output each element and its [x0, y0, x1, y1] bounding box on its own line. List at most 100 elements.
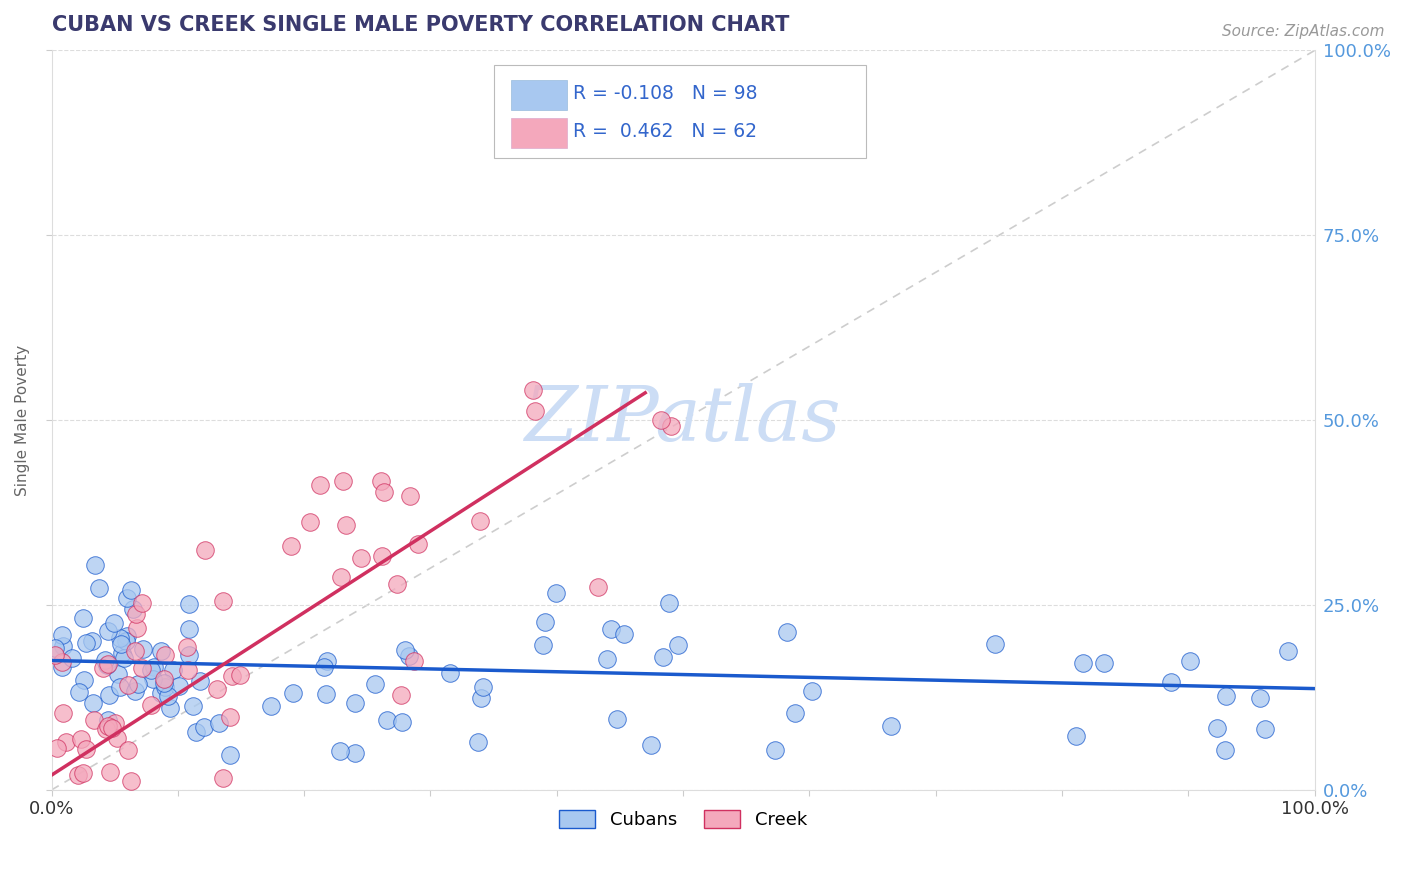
Point	[117, 591, 139, 606]
Point	[399, 489, 422, 503]
Point	[349, 551, 371, 566]
Point	[117, 629, 139, 643]
Point	[142, 673, 165, 687]
Point	[221, 669, 243, 683]
Point	[212, 771, 235, 785]
Point	[157, 689, 180, 703]
Point	[1215, 689, 1237, 703]
Y-axis label: Single Male Poverty: Single Male Poverty	[15, 344, 30, 496]
Point	[546, 586, 568, 600]
Point	[44, 648, 66, 663]
Point	[588, 580, 610, 594]
Point	[93, 661, 115, 675]
Point	[316, 654, 339, 668]
Point	[389, 688, 412, 702]
Point	[364, 677, 387, 691]
Point	[394, 643, 416, 657]
Point	[205, 681, 228, 696]
Text: ZIPatlas: ZIPatlas	[524, 384, 841, 458]
Point	[149, 643, 172, 657]
Point	[335, 517, 357, 532]
Point	[385, 577, 408, 591]
Point	[523, 404, 546, 418]
Point	[472, 680, 495, 694]
Point	[212, 594, 235, 608]
Point	[207, 716, 229, 731]
Point	[143, 660, 166, 674]
Point	[98, 689, 121, 703]
Point	[122, 601, 145, 615]
Point	[66, 768, 89, 782]
Point	[155, 680, 177, 694]
Point	[73, 813, 96, 827]
Point	[97, 624, 120, 638]
Point	[51, 628, 73, 642]
Point	[120, 582, 142, 597]
Point	[194, 543, 217, 558]
FancyBboxPatch shape	[512, 80, 567, 110]
Point	[179, 622, 201, 636]
Point	[260, 698, 283, 713]
Point	[101, 721, 124, 735]
Point	[155, 648, 177, 662]
Legend: Cubans, Creek: Cubans, Creek	[553, 803, 814, 837]
Point	[377, 713, 399, 727]
Point	[659, 418, 682, 433]
Point	[280, 539, 302, 553]
Point	[73, 673, 96, 687]
Point	[373, 485, 395, 500]
Point	[153, 676, 176, 690]
Point	[103, 615, 125, 630]
Point	[1178, 654, 1201, 668]
Point	[153, 673, 176, 687]
Point	[51, 660, 73, 674]
Point	[879, 718, 901, 732]
Point	[124, 684, 146, 698]
Point	[652, 650, 675, 665]
Point	[398, 648, 420, 663]
Point	[72, 611, 94, 625]
Point	[329, 569, 352, 583]
Point	[404, 654, 426, 668]
Point	[1213, 743, 1236, 757]
Point	[228, 668, 250, 682]
Point	[87, 581, 110, 595]
Point	[131, 596, 153, 610]
Point	[801, 683, 824, 698]
Point	[1254, 722, 1277, 736]
Point	[1064, 729, 1087, 743]
Point	[107, 667, 129, 681]
Point	[1249, 691, 1271, 706]
Point	[44, 640, 66, 655]
Point	[298, 515, 321, 529]
Point	[94, 653, 117, 667]
Point	[150, 686, 173, 700]
Point	[125, 607, 148, 622]
Point	[117, 742, 139, 756]
Point	[117, 678, 139, 692]
Point	[1277, 644, 1299, 658]
Point	[60, 650, 83, 665]
Text: CUBAN VS CREEK SINGLE MALE POVERTY CORRELATION CHART: CUBAN VS CREEK SINGLE MALE POVERTY CORRE…	[52, 15, 789, 35]
Point	[131, 661, 153, 675]
Point	[613, 627, 636, 641]
Point	[108, 631, 131, 645]
Point	[344, 696, 367, 710]
Point	[1205, 721, 1227, 735]
Point	[131, 642, 153, 657]
Point	[658, 596, 681, 610]
FancyBboxPatch shape	[512, 119, 567, 148]
Point	[176, 640, 198, 654]
Point	[470, 690, 492, 705]
Text: R =  0.462   N = 62: R = 0.462 N = 62	[574, 122, 758, 141]
Point	[131, 794, 153, 808]
Point	[1160, 674, 1182, 689]
Point	[470, 514, 492, 528]
Point	[96, 722, 118, 736]
Point	[181, 698, 204, 713]
Point	[776, 625, 799, 640]
Point	[370, 475, 392, 489]
Point	[97, 657, 120, 671]
Point	[650, 413, 672, 427]
Point	[97, 719, 120, 733]
